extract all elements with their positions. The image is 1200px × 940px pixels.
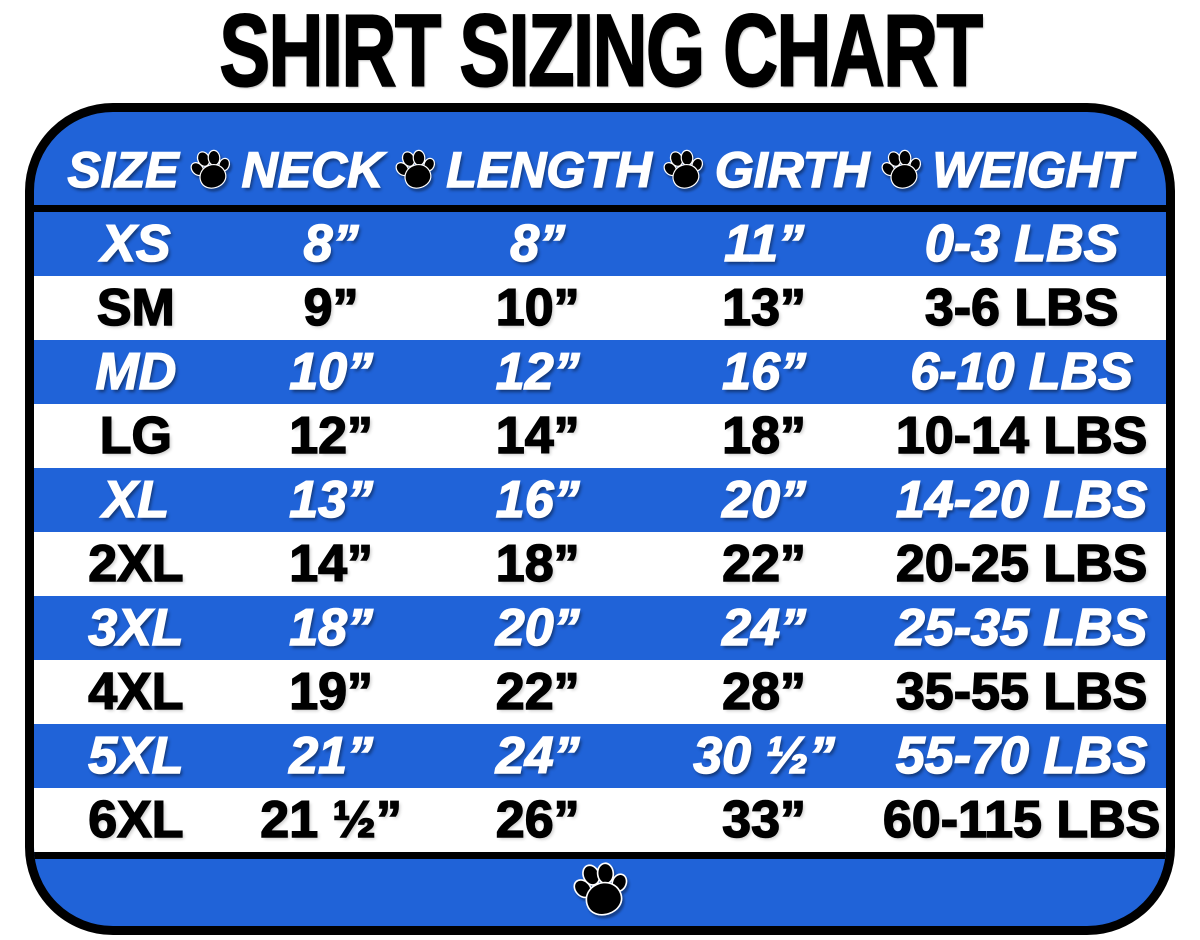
cell-size: 5XL: [87, 727, 184, 785]
cell-size: MD: [95, 343, 177, 401]
cell-length: 20”: [495, 599, 580, 657]
cell-neck: 10”: [288, 343, 374, 401]
header-neck: NECK: [241, 141, 384, 199]
page-title: SHIRT SIZING CHART: [218, 0, 983, 109]
cell-weight: 55-70 LBS: [895, 727, 1148, 785]
cell-girth: 20”: [721, 471, 807, 529]
footer-divider: [34, 852, 1166, 859]
cell-neck: 9”: [303, 279, 359, 337]
paw-icon: [393, 148, 437, 192]
table-row: 2XL 14” 18” 22” 20-25 LBS: [34, 532, 1166, 596]
header-divider: [34, 205, 1166, 212]
table-row: LG 12” 14” 18” 10-14 LBS: [34, 404, 1166, 468]
cell-weight: 20-25 LBS: [895, 535, 1148, 593]
table-row: XS 8” 8” 11” 0-3 LBS: [34, 212, 1166, 276]
page-title-wrap: SHIRT SIZING CHART: [0, 0, 1200, 109]
cell-girth: 11”: [723, 215, 805, 273]
cell-weight: 14-20 LBS: [895, 471, 1148, 529]
table-header: SIZE NECK LENGTH GIRTH WEIGHT: [34, 112, 1166, 205]
cell-neck: 19”: [288, 663, 374, 721]
paw-icon: [570, 860, 630, 920]
cell-size: 6XL: [87, 791, 184, 849]
cell-length: 22”: [495, 663, 580, 721]
header-girth: GIRTH: [714, 141, 870, 199]
table-row: MD 10” 12” 16” 6-10 LBS: [34, 340, 1166, 404]
cell-length: 8”: [509, 215, 566, 273]
cell-weight: 35-55 LBS: [895, 663, 1148, 721]
sizing-chart: SIZE NECK LENGTH GIRTH WEIGHT XS 8” 8” 1…: [25, 103, 1175, 935]
cell-neck: 21”: [288, 727, 374, 785]
cell-size: SM: [96, 279, 175, 337]
cell-length: 26”: [495, 791, 580, 849]
cell-length: 10”: [495, 279, 580, 337]
cell-girth: 28”: [721, 663, 807, 721]
cell-length: 18”: [495, 535, 580, 593]
cell-size: 3XL: [87, 599, 184, 657]
table-row: 4XL 19” 22” 28” 35-55 LBS: [34, 660, 1166, 724]
cell-length: 12”: [495, 343, 580, 401]
paw-icon: [188, 148, 232, 192]
cell-girth: 16”: [721, 343, 807, 401]
cell-length: 24”: [495, 727, 580, 785]
table-row: SM 9” 10” 13” 3-6 LBS: [34, 276, 1166, 340]
cell-girth: 22”: [721, 535, 807, 593]
paw-icon: [661, 148, 705, 192]
cell-neck: 8”: [303, 215, 359, 273]
cell-weight: 0-3 LBS: [924, 215, 1119, 273]
header-weight: WEIGHT: [932, 141, 1133, 199]
cell-neck: 12”: [288, 407, 374, 465]
paw-icon: [879, 148, 923, 192]
cell-length: 14”: [495, 407, 580, 465]
cell-length: 16”: [495, 471, 580, 529]
cell-girth: 30 ½”: [693, 727, 836, 785]
cell-size: 2XL: [87, 535, 184, 593]
cell-neck: 14”: [288, 535, 374, 593]
header-length: LENGTH: [446, 141, 653, 199]
cell-neck: 13”: [288, 471, 374, 529]
table-footer: [34, 859, 1166, 926]
cell-girth: 24”: [721, 599, 807, 657]
cell-size: XL: [102, 471, 170, 529]
table-rows: XS 8” 8” 11” 0-3 LBS SM 9” 10” 13” 3-6 L…: [34, 212, 1166, 852]
cell-weight: 10-14 LBS: [895, 407, 1148, 465]
cell-neck: 18”: [288, 599, 374, 657]
cell-weight: 6-10 LBS: [910, 343, 1134, 401]
table-row: 5XL 21” 24” 30 ½” 55-70 LBS: [34, 724, 1166, 788]
cell-neck: 21 ½”: [260, 791, 403, 849]
cell-weight: 25-35 LBS: [895, 599, 1148, 657]
cell-size: LG: [99, 407, 173, 465]
table-row: 3XL 18” 20” 24” 25-35 LBS: [34, 596, 1166, 660]
cell-girth: 18”: [721, 407, 807, 465]
cell-girth: 33”: [721, 791, 807, 849]
cell-weight: 60-115 LBS: [882, 791, 1161, 849]
cell-size: 4XL: [87, 663, 184, 721]
header-size: SIZE: [67, 141, 180, 199]
table-row: XL 13” 16” 20” 14-20 LBS: [34, 468, 1166, 532]
table-row: 6XL 21 ½” 26” 33” 60-115 LBS: [34, 788, 1166, 852]
cell-weight: 3-6 LBS: [924, 279, 1119, 337]
cell-size: XS: [100, 215, 171, 273]
cell-girth: 13”: [721, 279, 807, 337]
